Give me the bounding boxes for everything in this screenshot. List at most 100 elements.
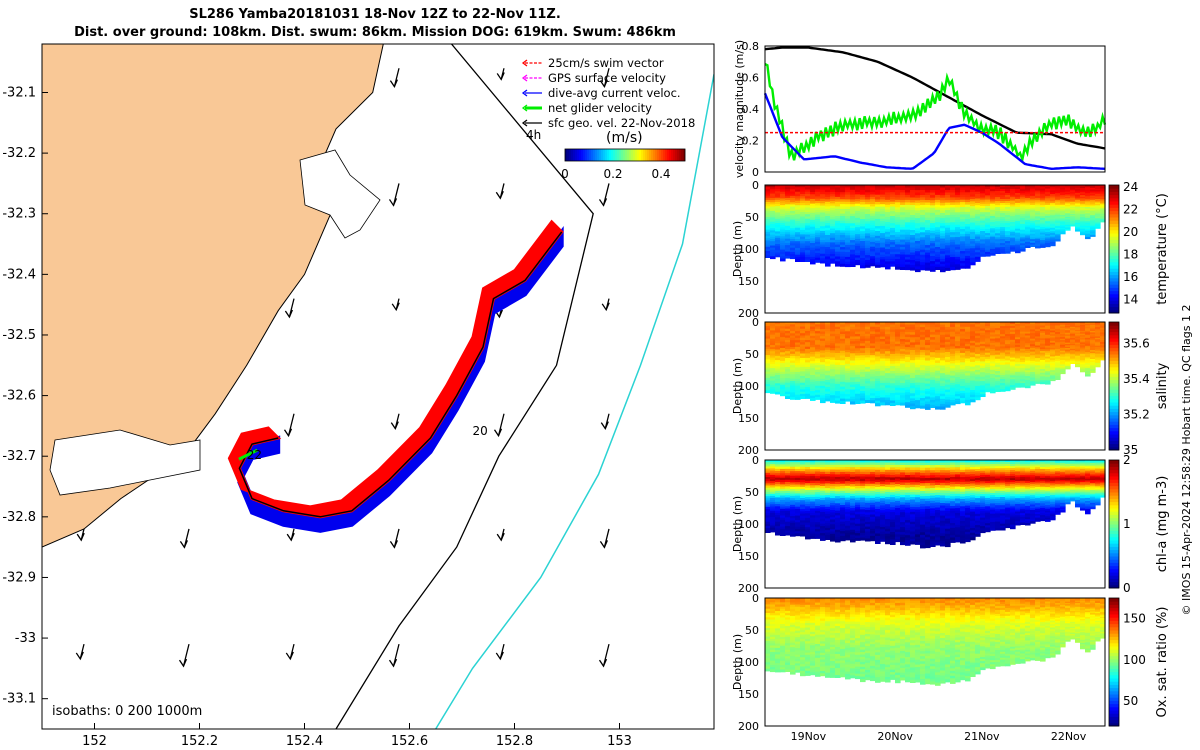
profile-cell — [915, 387, 921, 391]
profile-cell — [820, 345, 826, 349]
profile-cell — [890, 395, 896, 399]
profile-cell — [815, 365, 821, 369]
profile-cell — [790, 322, 796, 325]
profile-cell — [1080, 228, 1086, 231]
profile-cell — [910, 352, 916, 356]
profile-cell — [1005, 380, 1011, 384]
profile-cell — [1050, 209, 1056, 213]
profile-cell — [800, 259, 806, 262]
profile-cell — [775, 353, 781, 357]
profile-cell — [860, 329, 866, 333]
profile-cell — [895, 402, 901, 406]
profile-cell — [955, 334, 961, 337]
profile-cell — [1020, 223, 1026, 227]
profile-cell — [785, 324, 791, 327]
profile-cell — [915, 202, 921, 206]
profile-cell — [1035, 196, 1041, 199]
profile-cell — [1085, 233, 1091, 236]
profile-cell — [765, 519, 771, 523]
profile-cell — [810, 352, 816, 355]
profile-cell — [1065, 333, 1071, 335]
profile-cell — [1020, 343, 1026, 346]
profile-cell — [910, 329, 916, 333]
profile-cell — [880, 348, 886, 352]
profile-cell — [765, 485, 771, 489]
profile-cell — [1035, 207, 1041, 210]
profile-cell — [895, 214, 901, 218]
profile-cell — [990, 201, 996, 205]
profile-cell — [880, 341, 886, 345]
profile-cell — [805, 387, 811, 390]
profile-cell — [910, 217, 916, 221]
profile-cell — [820, 400, 826, 404]
profile-colorbar-tick-label: 35.6 — [1123, 336, 1150, 350]
profile-cell — [775, 239, 781, 243]
profile-cell — [855, 224, 861, 228]
profile-cell — [1005, 245, 1011, 248]
profile-cell — [960, 374, 966, 378]
profile-cell — [1065, 337, 1071, 340]
profile-cell — [960, 256, 966, 259]
profile-cell — [1005, 199, 1011, 202]
profile-cell — [775, 358, 781, 361]
profile-cell — [780, 322, 786, 325]
profile-cell — [805, 384, 811, 388]
profile-cell — [775, 326, 781, 329]
profile-cell — [1100, 335, 1106, 338]
profile-cell — [1025, 333, 1031, 337]
profile-cell — [1045, 356, 1051, 360]
profile-cell — [915, 367, 921, 371]
profile-cell — [850, 189, 856, 193]
profile-cell — [830, 388, 836, 392]
profile-cell — [845, 252, 851, 256]
profile-cell — [835, 192, 841, 196]
profile-cell — [850, 223, 856, 227]
profile-cell — [820, 338, 826, 342]
profile-cell — [930, 251, 936, 255]
profile-cell — [890, 258, 896, 262]
profile-cell — [810, 243, 816, 246]
profile-cell — [885, 395, 891, 398]
profile-cell — [1075, 364, 1081, 366]
profile-cell — [770, 215, 776, 218]
profile-cell — [1095, 199, 1101, 201]
profile-cell — [1025, 227, 1031, 230]
profile-cell — [840, 326, 846, 330]
profile-cell — [1020, 365, 1026, 369]
profile-cell — [775, 372, 781, 376]
profile-cell — [1065, 328, 1071, 331]
profile-cell — [770, 210, 776, 214]
y-tick-label: -32.7 — [2, 449, 36, 464]
profile-cell — [830, 187, 836, 191]
profile-cell — [950, 343, 956, 347]
profile-colorbar-cell — [1109, 334, 1119, 339]
profile-cell — [845, 361, 851, 365]
profile-cell — [850, 197, 856, 200]
velocity-y-tick-label: 0.2 — [742, 135, 760, 148]
profile-cell — [930, 243, 936, 247]
profile-cell — [805, 351, 811, 354]
profile-cell — [1045, 223, 1051, 226]
profile-cell — [890, 263, 896, 267]
profile-cell — [800, 212, 806, 215]
profile-cell — [940, 365, 946, 369]
profile-cell — [980, 367, 986, 371]
profile-cell — [1100, 209, 1106, 212]
profile-cell — [960, 251, 966, 255]
profile-cell — [910, 401, 916, 405]
profile-cell — [850, 322, 856, 325]
profile-cell — [930, 384, 936, 388]
profile-cell — [1080, 220, 1086, 223]
profile-cell — [785, 373, 791, 377]
profile-cell — [790, 223, 796, 227]
profile-cell — [1045, 230, 1051, 233]
profile-cell — [855, 187, 861, 191]
profile-y-tick-label: 0 — [752, 316, 759, 329]
profile-cell — [1005, 215, 1011, 218]
profile-cell — [1045, 221, 1051, 224]
profile-cell — [805, 322, 811, 325]
profile-cell — [955, 197, 961, 201]
profile-cell — [1005, 201, 1011, 204]
profile-cell — [790, 351, 796, 355]
